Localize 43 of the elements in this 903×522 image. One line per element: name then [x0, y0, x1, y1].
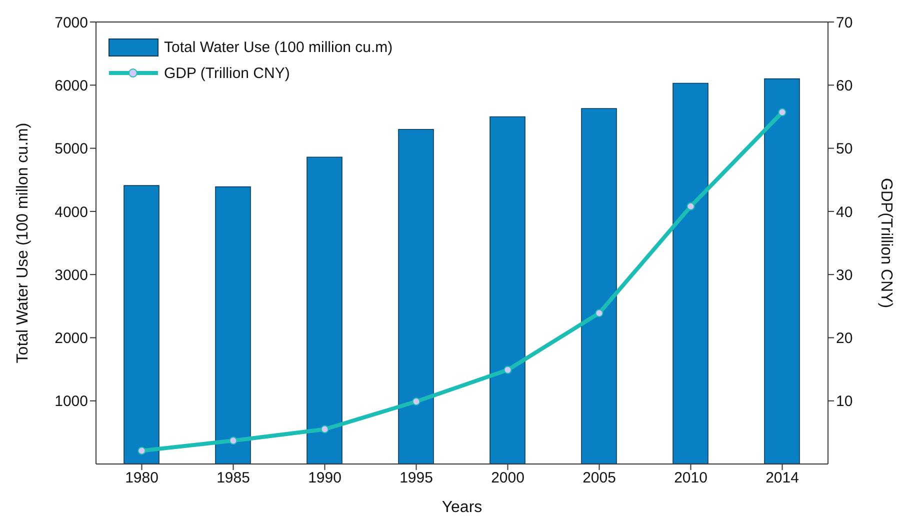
point: [595, 309, 604, 318]
x-axis-title: Years: [442, 499, 482, 516]
bar: [124, 185, 160, 464]
point: [412, 397, 420, 406]
bar: [581, 108, 617, 464]
legend-label: Total Water Use (100 million cu.m): [164, 38, 393, 56]
x-tick-label: 2010: [674, 470, 708, 487]
bar: [672, 82, 708, 464]
y2-axis-title: GDP(Trillion CNY): [877, 178, 894, 308]
y2-tick-label: 60: [836, 77, 853, 94]
y-tick-label: 4000: [54, 204, 88, 221]
y-axis-title: Total Water Use (100 millon cu.m): [14, 122, 32, 364]
bar: [398, 128, 434, 464]
x-tick-label: 1990: [308, 470, 342, 487]
point: [686, 202, 695, 210]
y2-tick-label: 30: [836, 266, 853, 284]
y-tick-label: 5000: [54, 140, 88, 158]
x-tick-label: 2014: [766, 470, 799, 487]
y-tick-label: 6000: [54, 77, 88, 94]
x-tick-label: 1980: [125, 470, 158, 487]
y2-tick-label: 50: [836, 140, 853, 158]
y2-tick-label: 70: [836, 14, 853, 32]
y2-tick-label: 20: [836, 330, 853, 348]
y-tick-label: 3000: [54, 266, 88, 284]
y-tick-label: 2000: [54, 330, 88, 348]
x-tick-label: 2000: [491, 470, 524, 487]
legend-label: GDP (Trillion CNY): [164, 64, 290, 82]
x-tick-label: 1995: [400, 470, 433, 487]
x-tick-label: 2005: [582, 470, 616, 487]
point: [138, 446, 146, 455]
bar: [764, 78, 800, 464]
bar: [215, 186, 251, 464]
point: [320, 425, 329, 434]
y2-tick-label: 10: [836, 393, 853, 410]
bar: [306, 156, 342, 464]
y-tick-label: 7000: [54, 14, 88, 32]
bar: [490, 116, 526, 464]
y-tick-label: 1000: [54, 393, 88, 410]
point: [778, 108, 786, 116]
y2-tick-label: 40: [836, 204, 853, 221]
x-tick-label: 1985: [216, 470, 250, 487]
point: [504, 366, 512, 374]
point: [229, 436, 238, 445]
